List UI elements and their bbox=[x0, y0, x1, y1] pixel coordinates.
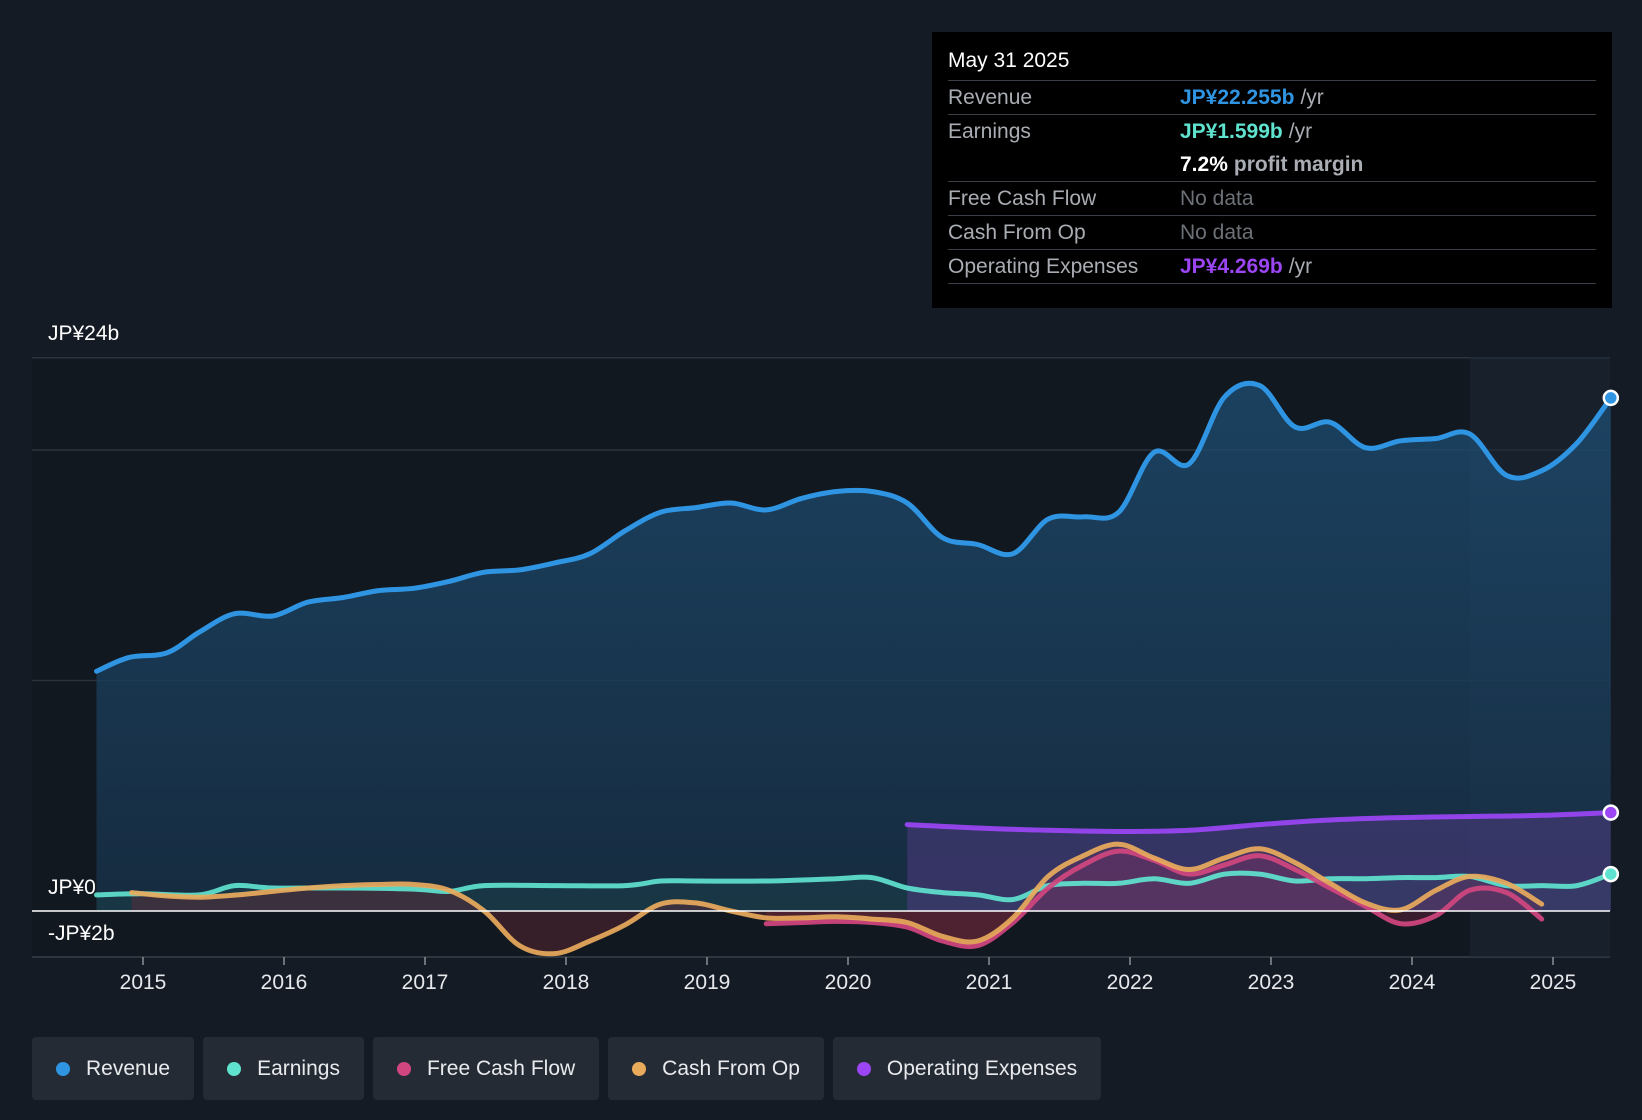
legend-free-cash-flow-label: Free Cash Flow bbox=[426, 1056, 576, 1080]
operating-expenses-dot-icon bbox=[856, 1061, 871, 1076]
legend-earnings[interactable]: Earnings bbox=[203, 1037, 364, 1100]
free-cash-flow-area bbox=[766, 851, 1542, 947]
legend-earnings-label: Earnings bbox=[257, 1056, 340, 1080]
revenue-dot-icon bbox=[56, 1061, 70, 1076]
tooltip-margin-value: 7.2% bbox=[1180, 153, 1228, 176]
x-tick-label: 2019 bbox=[684, 971, 731, 994]
tooltip-opex-unit: /yr bbox=[1288, 255, 1313, 278]
y-label-zero: JP¥0 bbox=[48, 876, 96, 899]
tooltip-margin-label: profit margin bbox=[1233, 153, 1364, 176]
legend-revenue[interactable]: Revenue bbox=[32, 1037, 195, 1100]
y-label-bottom: -JP¥2b bbox=[48, 922, 115, 945]
operating-expenses-end-dot bbox=[1602, 804, 1620, 821]
tooltip-fcf-label: Free Cash Flow bbox=[948, 187, 1097, 210]
x-tick-label: 2023 bbox=[1248, 971, 1295, 994]
tooltip-row-opex: Operating Expenses JP¥4.269b/yr bbox=[948, 250, 1596, 284]
tooltip-revenue-label: Revenue bbox=[948, 86, 1033, 109]
revenue-area bbox=[96, 383, 1611, 911]
x-tick-label: 2016 bbox=[261, 971, 308, 994]
series-lines bbox=[94, 380, 1614, 957]
operating-expenses-area bbox=[907, 812, 1611, 911]
end-markers bbox=[1602, 389, 1620, 883]
x-tick-label: 2024 bbox=[1389, 971, 1436, 994]
tooltip-opex-label: Operating Expenses bbox=[948, 255, 1139, 278]
earnings-dot-icon bbox=[227, 1061, 242, 1076]
x-tick-label: 2022 bbox=[1107, 971, 1154, 994]
y-label-top: JP¥24b bbox=[48, 322, 119, 345]
legend-revenue-label: Revenue bbox=[86, 1056, 171, 1080]
earnings-end-dot bbox=[1602, 865, 1620, 883]
x-tick-label: 2018 bbox=[543, 971, 590, 994]
x-tick-label: 2017 bbox=[402, 971, 449, 994]
x-tick-label: 2025 bbox=[1530, 971, 1577, 994]
revenue-line bbox=[94, 380, 1614, 674]
legend-operating-expenses[interactable]: Operating Expenses bbox=[832, 1037, 1102, 1100]
legend-free-cash-flow[interactable]: Free Cash Flow bbox=[372, 1037, 600, 1100]
x-axis-ticks: 2015 2016 2017 2018 2019 2020 2021 2022 2023 2024… bbox=[120, 957, 1577, 994]
x-tick-label: 2021 bbox=[966, 971, 1013, 994]
tooltip-revenue-value: JP¥22.255b bbox=[1180, 86, 1295, 109]
legend-cash-from-op[interactable]: Cash From Op bbox=[608, 1037, 824, 1100]
tooltip-panel: May 31 2025 Revenue JP¥22.255b/yr Earnin… bbox=[932, 32, 1612, 308]
x-tick-label: 2020 bbox=[825, 971, 872, 994]
tooltip-date: May 31 2025 bbox=[948, 46, 1596, 81]
legend-cash-from-op-label: Cash From Op bbox=[662, 1056, 800, 1080]
earnings-line bbox=[94, 870, 1614, 903]
tooltip-revenue-unit: /yr bbox=[1300, 86, 1324, 109]
tooltip-row-earnings: Earnings JP¥1.599b/yr bbox=[948, 115, 1596, 148]
tooltip-row-fcf: Free Cash Flow No data bbox=[948, 182, 1596, 216]
tooltip-cfo-label: Cash From Op bbox=[948, 221, 1086, 244]
tooltip-row-margin: 7.2% profit margin bbox=[948, 148, 1596, 182]
cash-from-op-dot-icon bbox=[632, 1061, 647, 1076]
free-cash-flow-dot-icon bbox=[396, 1061, 411, 1076]
cash-from-op-line bbox=[129, 841, 1545, 957]
tooltip-row-cfo: Cash From Op No data bbox=[948, 216, 1596, 250]
x-tick-label: 2015 bbox=[120, 971, 167, 994]
tooltip-cfo-value: No data bbox=[1180, 221, 1254, 244]
operating-expenses-line bbox=[904, 810, 1614, 834]
legend-operating-expenses-label: Operating Expenses bbox=[886, 1056, 1078, 1080]
tooltip-earnings-label: Earnings bbox=[948, 120, 1031, 143]
revenue-end-dot bbox=[1602, 389, 1620, 407]
tooltip-fcf-value: No data bbox=[1180, 187, 1254, 210]
tooltip-earnings-value: JP¥1.599b bbox=[1180, 120, 1283, 143]
legend: Revenue Earnings Free Cash Flow Cash Fro… bbox=[32, 1037, 1102, 1100]
tooltip-earnings-unit: /yr bbox=[1288, 120, 1313, 143]
tooltip-row-revenue: Revenue JP¥22.255b/yr bbox=[948, 81, 1596, 115]
tooltip-opex-value: JP¥4.269b bbox=[1180, 255, 1283, 278]
